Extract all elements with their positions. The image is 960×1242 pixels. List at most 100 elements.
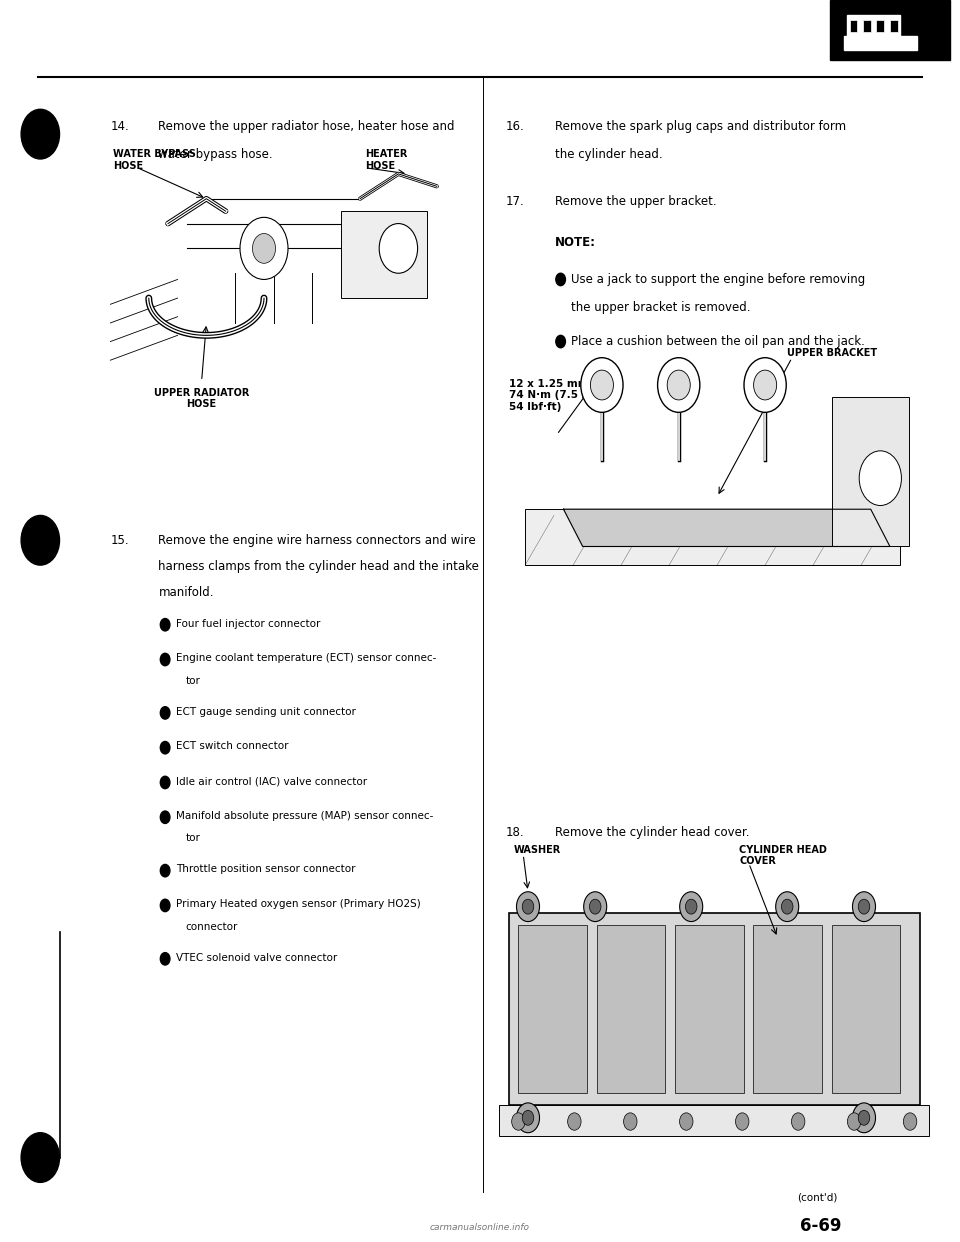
Text: Place a cushion between the oil pan and the jack.: Place a cushion between the oil pan and … (571, 335, 865, 348)
Circle shape (160, 619, 170, 631)
Circle shape (858, 1110, 870, 1125)
Text: tor: tor (185, 676, 200, 686)
Text: 15.: 15. (110, 534, 129, 546)
Circle shape (556, 273, 565, 286)
Circle shape (852, 1103, 876, 1133)
Circle shape (252, 233, 276, 263)
Text: Remove the upper radiator hose, heater hose and: Remove the upper radiator hose, heater h… (158, 120, 455, 133)
Circle shape (624, 1113, 637, 1130)
Text: connector: connector (185, 922, 238, 932)
Text: 16.: 16. (506, 120, 525, 133)
Bar (525, 509, 900, 565)
Bar (863, 20, 871, 32)
Circle shape (516, 892, 540, 922)
Circle shape (685, 899, 697, 914)
Circle shape (744, 358, 786, 412)
Circle shape (858, 899, 870, 914)
Text: water bypass hose.: water bypass hose. (158, 148, 273, 160)
Text: Remove the spark plug caps and distributor form: Remove the spark plug caps and distribut… (555, 120, 846, 133)
Text: WATER BYPASS
HOSE: WATER BYPASS HOSE (113, 149, 196, 170)
Circle shape (658, 358, 700, 412)
Text: NOTE:: NOTE: (555, 236, 596, 248)
Polygon shape (564, 509, 890, 546)
Circle shape (240, 217, 288, 279)
Bar (506, 354, 938, 571)
Circle shape (735, 1113, 749, 1130)
Circle shape (522, 1110, 534, 1125)
Bar (850, 20, 857, 32)
Circle shape (590, 370, 613, 400)
Text: Manifold absolute pressure (MAP) sensor connec-: Manifold absolute pressure (MAP) sensor … (176, 811, 433, 821)
Circle shape (556, 335, 565, 348)
Bar (341, 211, 427, 298)
Bar (831, 925, 900, 1093)
Circle shape (589, 899, 601, 914)
Circle shape (791, 1113, 804, 1130)
Text: Use a jack to support the engine before removing: Use a jack to support the engine before … (571, 273, 866, 286)
Circle shape (680, 892, 703, 922)
Text: Four fuel injector connector: Four fuel injector connector (176, 619, 320, 628)
Bar (597, 925, 665, 1093)
Circle shape (512, 1113, 525, 1130)
Circle shape (21, 109, 60, 159)
Circle shape (680, 1113, 693, 1130)
Circle shape (754, 370, 777, 400)
Circle shape (379, 224, 418, 273)
Text: HEATER
HOSE: HEATER HOSE (365, 149, 407, 170)
Bar (110, 143, 456, 373)
Text: Remove the engine wire harness connectors and wire: Remove the engine wire harness connector… (158, 534, 476, 546)
Circle shape (584, 892, 607, 922)
Circle shape (160, 707, 170, 719)
Text: the cylinder head.: the cylinder head. (555, 148, 662, 160)
Text: UPPER RADIATOR
HOSE: UPPER RADIATOR HOSE (154, 388, 250, 409)
Circle shape (859, 451, 901, 505)
Circle shape (516, 1103, 540, 1133)
Text: manifold.: manifold. (158, 586, 214, 599)
Circle shape (848, 1113, 861, 1130)
Bar (754, 925, 822, 1093)
Circle shape (160, 953, 170, 965)
Circle shape (160, 899, 170, 912)
Text: 18.: 18. (506, 826, 524, 838)
Circle shape (522, 899, 534, 914)
Bar (844, 36, 917, 50)
Bar (518, 925, 588, 1093)
Bar (832, 397, 909, 546)
Circle shape (903, 1113, 917, 1130)
Text: ECT gauge sending unit connector: ECT gauge sending unit connector (176, 707, 355, 717)
Text: 12 x 1.25 mm
74 N·m (7.5 kgf·m,
54 lbf·ft): 12 x 1.25 mm 74 N·m (7.5 kgf·m, 54 lbf·f… (509, 379, 619, 412)
Bar (675, 925, 744, 1093)
Text: 17.: 17. (506, 195, 525, 207)
Text: Idle air control (IAC) valve connector: Idle air control (IAC) valve connector (176, 776, 367, 786)
Circle shape (160, 741, 170, 754)
Text: Remove the upper bracket.: Remove the upper bracket. (555, 195, 716, 207)
Text: UPPER BRACKET: UPPER BRACKET (787, 348, 877, 358)
Circle shape (160, 811, 170, 823)
Bar (499, 1105, 929, 1136)
Text: ECT switch connector: ECT switch connector (176, 741, 288, 751)
Circle shape (160, 653, 170, 666)
Text: 6-69: 6-69 (800, 1217, 842, 1235)
Circle shape (160, 776, 170, 789)
Text: carmanualsonline.info: carmanualsonline.info (430, 1223, 530, 1232)
Bar (509, 913, 920, 1105)
Circle shape (852, 892, 876, 922)
Text: the upper bracket is removed.: the upper bracket is removed. (571, 301, 751, 313)
Bar (490, 863, 939, 1143)
Bar (847, 15, 900, 40)
Text: Engine coolant temperature (ECT) sensor connec-: Engine coolant temperature (ECT) sensor … (176, 653, 436, 663)
Circle shape (567, 1113, 581, 1130)
Text: 14.: 14. (110, 120, 130, 133)
Text: harness clamps from the cylinder head and the intake: harness clamps from the cylinder head an… (158, 560, 479, 573)
Circle shape (667, 370, 690, 400)
Text: (cont'd): (cont'd) (797, 1192, 837, 1202)
Circle shape (21, 515, 60, 565)
Text: WASHER: WASHER (514, 845, 561, 854)
Circle shape (21, 1133, 60, 1182)
Text: Throttle position sensor connector: Throttle position sensor connector (176, 864, 355, 874)
Text: CYLINDER HEAD
COVER: CYLINDER HEAD COVER (739, 845, 828, 866)
Text: Remove the cylinder head cover.: Remove the cylinder head cover. (555, 826, 750, 838)
Bar (876, 20, 884, 32)
Text: VTEC solenoid valve connector: VTEC solenoid valve connector (176, 953, 337, 963)
Circle shape (781, 899, 793, 914)
